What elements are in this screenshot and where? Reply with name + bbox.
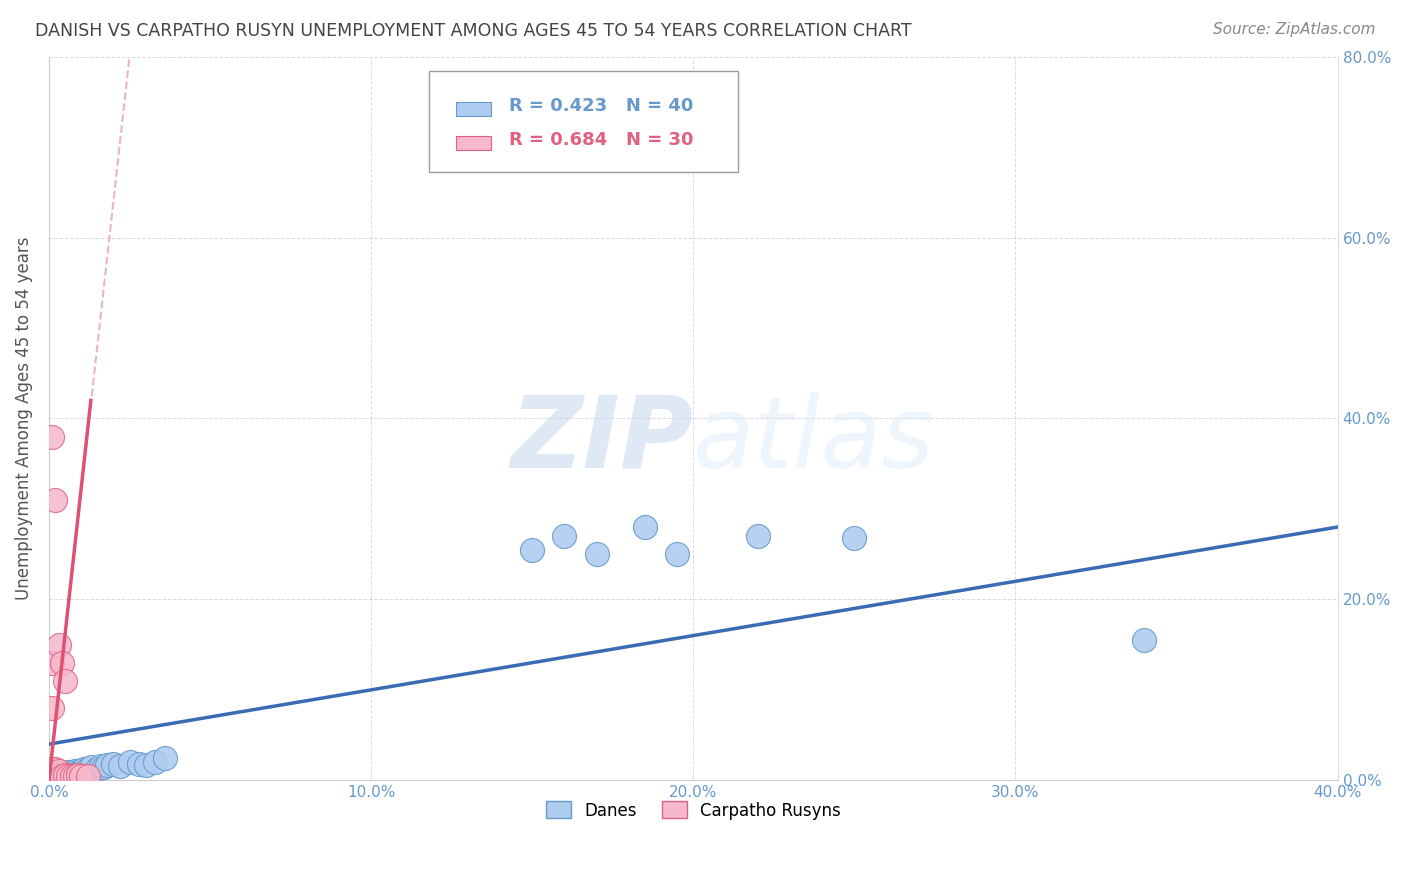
Point	[1133, 633, 1156, 648]
Point	[128, 757, 150, 772]
Point	[89, 759, 111, 773]
Point	[135, 758, 157, 772]
Point	[41, 429, 63, 443]
Point	[41, 701, 63, 715]
Point	[44, 763, 66, 777]
Text: Source: ZipAtlas.com: Source: ZipAtlas.com	[1212, 22, 1375, 37]
Point	[153, 750, 176, 764]
Point	[41, 767, 63, 781]
Point	[44, 766, 66, 780]
Text: ZIP: ZIP	[510, 392, 693, 489]
Point	[44, 769, 66, 783]
Point	[44, 768, 66, 782]
Text: R = 0.423   N = 40: R = 0.423 N = 40	[509, 97, 693, 115]
Point	[44, 770, 66, 784]
FancyBboxPatch shape	[456, 102, 491, 116]
Point	[58, 765, 80, 780]
Point	[60, 766, 83, 780]
Point	[66, 768, 89, 782]
Point	[41, 769, 63, 783]
Point	[58, 768, 80, 782]
Point	[143, 755, 166, 769]
Point	[63, 764, 86, 779]
Point	[103, 757, 125, 772]
Point	[41, 765, 63, 780]
Point	[48, 769, 70, 783]
Point	[41, 764, 63, 779]
Y-axis label: Unemployment Among Ages 45 to 54 years: Unemployment Among Ages 45 to 54 years	[15, 236, 32, 600]
Point	[51, 770, 73, 784]
Point	[41, 769, 63, 783]
Point	[41, 656, 63, 670]
Point	[634, 520, 657, 534]
Point	[80, 760, 103, 774]
Point	[747, 529, 769, 543]
Point	[48, 766, 70, 780]
Point	[63, 769, 86, 783]
Point	[73, 763, 96, 777]
Point	[51, 769, 73, 783]
Point	[48, 768, 70, 782]
FancyBboxPatch shape	[429, 71, 738, 172]
Point	[48, 764, 70, 779]
Point	[96, 758, 118, 772]
Point	[66, 765, 89, 780]
Point	[41, 764, 63, 778]
Point	[70, 764, 93, 779]
Point	[51, 767, 73, 781]
Text: R = 0.684   N = 30: R = 0.684 N = 30	[509, 131, 693, 149]
Text: DANISH VS CARPATHO RUSYN UNEMPLOYMENT AMONG AGES 45 TO 54 YEARS CORRELATION CHAR: DANISH VS CARPATHO RUSYN UNEMPLOYMENT AM…	[35, 22, 911, 40]
Point	[41, 768, 63, 782]
Point	[666, 547, 689, 561]
Legend: Danes, Carpatho Rusyns: Danes, Carpatho Rusyns	[538, 795, 848, 826]
Point	[48, 767, 70, 781]
Point	[53, 768, 76, 782]
Point	[48, 769, 70, 783]
Point	[44, 492, 66, 507]
Point	[108, 759, 131, 773]
Point	[553, 529, 575, 543]
Point	[60, 769, 83, 783]
Point	[41, 766, 63, 780]
Point	[41, 763, 63, 777]
Point	[60, 769, 83, 783]
Point	[76, 769, 98, 783]
Point	[522, 542, 544, 557]
Point	[70, 769, 93, 783]
Point	[76, 762, 98, 776]
Point	[93, 760, 115, 774]
Point	[53, 769, 76, 783]
Point	[51, 656, 73, 670]
Point	[58, 769, 80, 783]
FancyBboxPatch shape	[456, 136, 491, 150]
Point	[86, 762, 108, 776]
Point	[53, 766, 76, 780]
Point	[844, 531, 866, 545]
Point	[44, 768, 66, 782]
Point	[53, 673, 76, 688]
Point	[585, 547, 607, 561]
Point	[118, 755, 141, 769]
Point	[48, 638, 70, 652]
Point	[41, 767, 63, 781]
Text: atlas: atlas	[693, 392, 935, 489]
